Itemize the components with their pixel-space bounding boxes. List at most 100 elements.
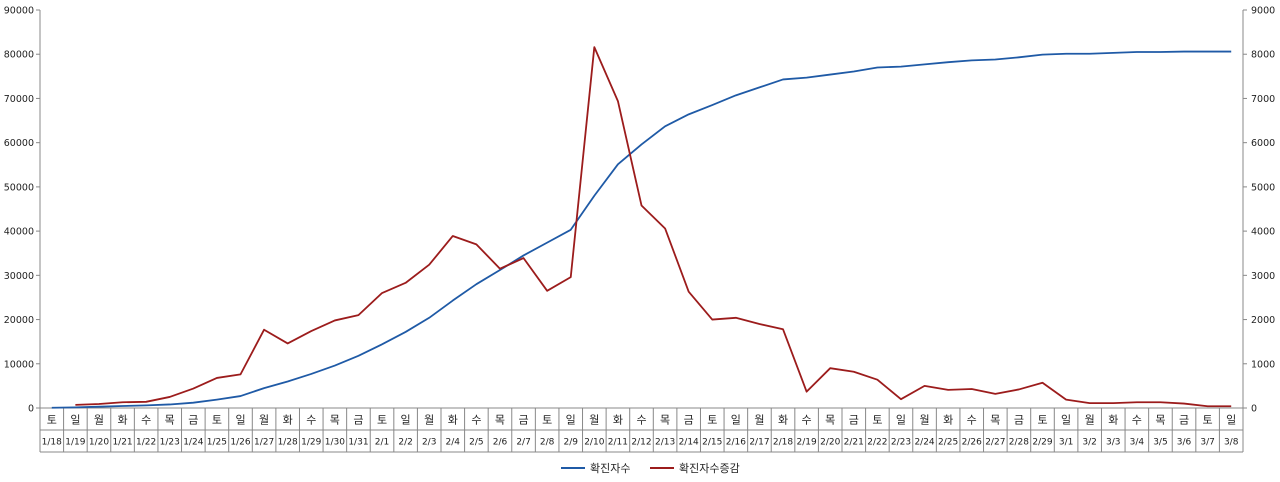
date-tick-label: 2/7 (516, 438, 530, 448)
left-tick-label: 90000 (4, 6, 34, 17)
weekday-label: 금 (188, 414, 198, 427)
date-tick-label: 3/5 (1153, 438, 1167, 448)
weekday-label: 금 (518, 414, 528, 427)
weekday-label: 화 (778, 414, 788, 427)
date-tick-label: 3/1 (1059, 438, 1073, 448)
date-tick-label: 2/2 (398, 438, 412, 448)
left-tick-label: 80000 (4, 50, 34, 61)
weekday-label: 목 (330, 414, 340, 427)
weekday-label: 수 (141, 414, 151, 427)
date-tick-label: 3/3 (1106, 438, 1120, 448)
left-tick-label: 0 (28, 404, 34, 415)
weekday-label: 수 (1132, 414, 1142, 427)
left-tick-label: 30000 (4, 271, 34, 282)
left-tick-label: 20000 (4, 315, 34, 326)
date-tick-label: 2/23 (891, 438, 911, 448)
series-lines (51, 46, 1232, 409)
weekday-label: 월 (919, 414, 929, 427)
date-tick-label: 3/8 (1224, 438, 1239, 448)
weekday-label: 토 (1037, 414, 1047, 427)
date-tick-label: 2/20 (820, 438, 840, 448)
weekday-label: 금 (353, 414, 363, 427)
daily-change-line (75, 46, 1232, 408)
date-tick-label: 2/4 (446, 438, 461, 448)
date-tick-label: 2/11 (608, 438, 628, 448)
right-tick-label: 5000 (1251, 182, 1275, 193)
axes (39, 10, 1244, 409)
weekday-label: 수 (802, 414, 812, 427)
weekday-label: 화 (1108, 414, 1118, 427)
weekday-label: 목 (1155, 414, 1165, 427)
left-tick-label: 70000 (4, 94, 34, 105)
weekday-label: 월 (1085, 414, 1095, 427)
weekday-label: 일 (235, 413, 245, 427)
left-tick-label: 10000 (4, 359, 34, 370)
date-tick-label: 2/21 (844, 438, 864, 448)
right-tick-label: 2000 (1251, 315, 1275, 326)
date-tick-label: 2/9 (563, 438, 578, 448)
date-tick-label: 1/19 (65, 438, 85, 448)
weekday-label: 수 (306, 414, 316, 427)
date-tick-label: 1/27 (254, 438, 274, 448)
left-y-axis: 0 10000 20000 30000 40000 50000 60000 70000 8000… (4, 6, 40, 415)
weekday-label: 목 (660, 414, 670, 427)
weekday-label: 토 (872, 414, 882, 427)
weekday-label: 수 (967, 414, 977, 427)
left-tick-label: 60000 (4, 138, 34, 149)
date-tick-label: 1/23 (160, 438, 180, 448)
left-tick-label: 50000 (4, 182, 34, 193)
weekday-label: 토 (542, 414, 552, 427)
left-tick-label: 40000 (4, 227, 34, 238)
weekday-label: 토 (47, 414, 57, 427)
date-tick-label: 2/12 (631, 438, 651, 448)
date-tick-label: 2/28 (1009, 438, 1029, 448)
date-tick-label: 2/17 (749, 438, 769, 448)
weekday-label: 일 (70, 413, 80, 427)
weekday-label: 금 (849, 414, 859, 427)
weekday-label: 화 (943, 414, 953, 427)
legend-label: 확진자수 (590, 462, 630, 475)
date-tick-label: 2/13 (655, 438, 675, 448)
date-tick-label: 1/26 (230, 438, 250, 448)
weekday-label: 일 (401, 413, 411, 427)
weekday-label: 수 (636, 414, 646, 427)
date-tick-label: 2/14 (679, 438, 699, 448)
right-tick-label: 6000 (1251, 138, 1275, 149)
right-y-axis: 0 1000 2000 3000 4000 5000 6000 7000 8000 9000 (1243, 6, 1275, 415)
date-tick-label: 2/8 (540, 438, 555, 448)
legend: 확진자수 확진자수증감 (561, 462, 740, 475)
weekday-label: 토 (707, 414, 717, 427)
weekday-label: 화 (117, 414, 127, 427)
weekday-label: 일 (731, 413, 741, 427)
date-tick-label: 1/28 (278, 438, 298, 448)
confirmed-cases-line (51, 50, 1232, 409)
date-tick-label: 1/25 (207, 438, 227, 448)
weekday-label: 토 (212, 414, 222, 427)
date-tick-label: 2/18 (773, 438, 793, 448)
date-tick-label: 3/4 (1130, 438, 1145, 448)
weekday-label: 일 (1226, 413, 1236, 427)
weekday-label: 일 (1061, 413, 1071, 427)
date-tick-label: 2/26 (962, 438, 982, 448)
weekday-label: 금 (684, 414, 694, 427)
weekday-label: 월 (424, 414, 434, 427)
weekday-label: 일 (566, 413, 576, 427)
date-tick-label: 2/16 (726, 438, 746, 448)
date-tick-label: 2/29 (1032, 438, 1052, 448)
date-tick-label: 1/21 (112, 438, 132, 448)
date-tick-label: 2/22 (867, 438, 887, 448)
date-tick-label: 1/22 (136, 438, 156, 448)
date-tick-label: 1/18 (42, 438, 62, 448)
weekday-label: 월 (259, 414, 269, 427)
date-tick-label: 2/6 (493, 438, 508, 448)
weekday-label: 목 (495, 414, 505, 427)
weekday-label: 토 (1203, 414, 1213, 427)
date-tick-label: 3/2 (1082, 438, 1096, 448)
date-tick-label: 2/24 (914, 438, 934, 448)
weekday-label: 화 (613, 414, 623, 427)
right-tick-label: 9000 (1251, 6, 1275, 17)
weekday-label: 목 (990, 414, 1000, 427)
date-tick-label: 1/20 (89, 438, 109, 448)
weekday-label: 일 (896, 413, 906, 427)
